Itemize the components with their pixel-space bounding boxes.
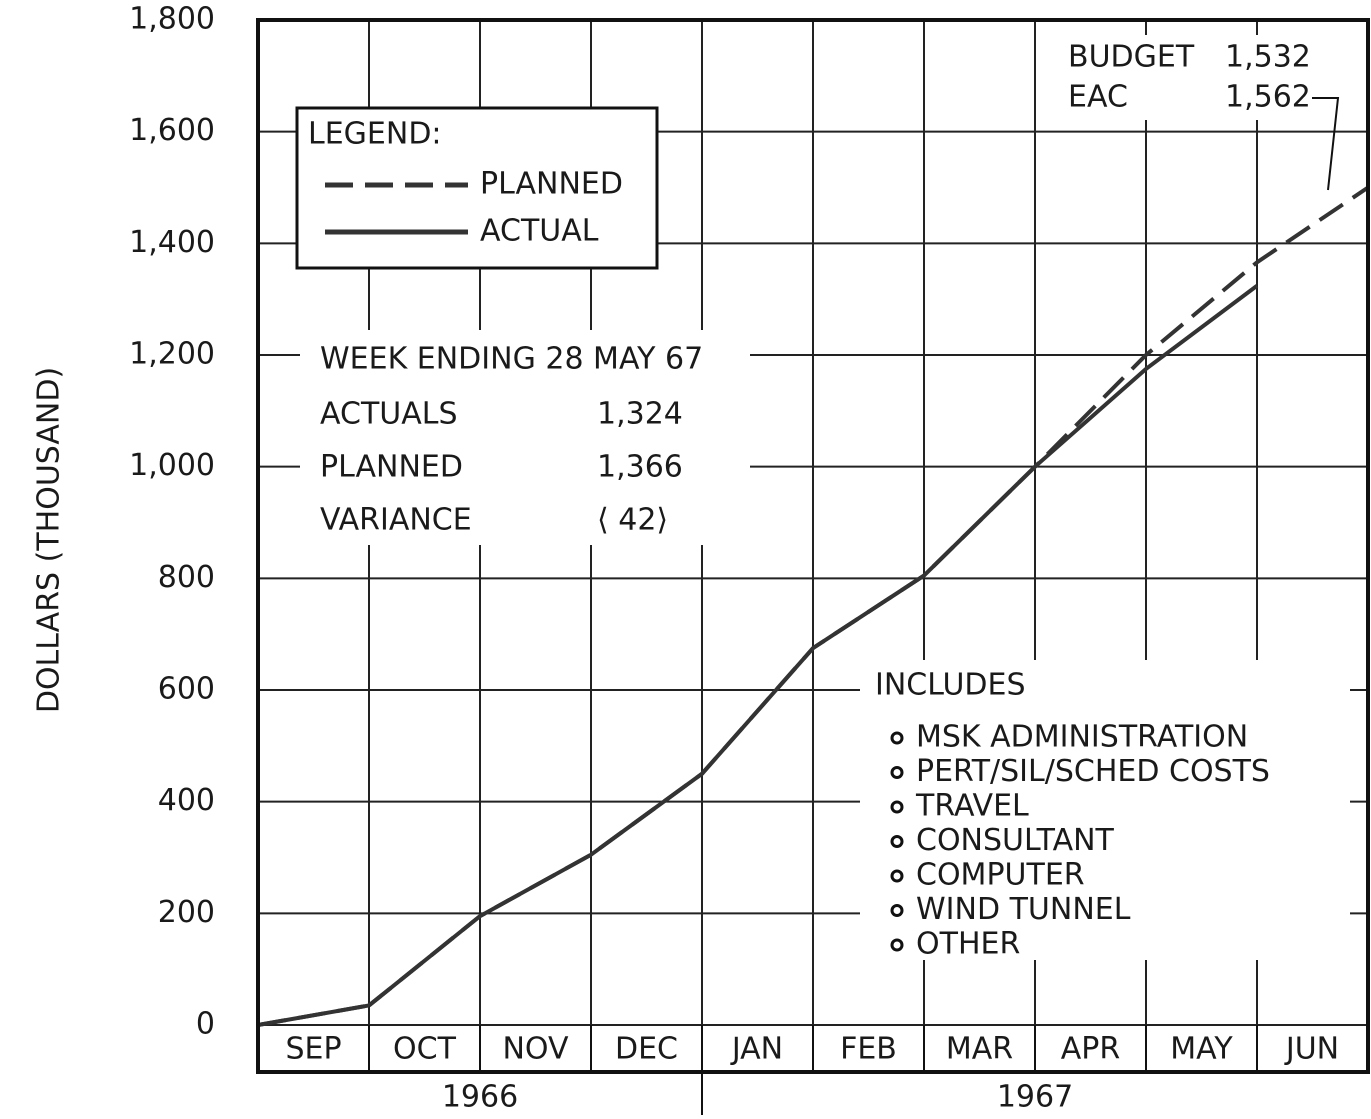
- x-tick-label: NOV: [502, 1032, 569, 1067]
- y-tick-label: 0: [196, 1007, 215, 1042]
- bullet: [890, 938, 904, 952]
- series-line: [367, 284, 1259, 1008]
- status-week: WEEK ENDING 28 MAY 67: [320, 342, 703, 377]
- bullet: [890, 904, 904, 917]
- bullet: [890, 869, 904, 883]
- year-label: 1966: [442, 1080, 518, 1115]
- budget-value: 1,532: [1225, 40, 1311, 75]
- includes-item: CONSULTANT: [916, 823, 1115, 858]
- status-label: PLANNED: [320, 450, 463, 485]
- year-label: 1967: [997, 1080, 1073, 1115]
- includes-title: INCLUDES: [875, 668, 1026, 703]
- budget-value: 1,562: [1225, 80, 1311, 115]
- x-tick-label: JAN: [730, 1032, 783, 1067]
- budget-label: EAC: [1068, 80, 1128, 115]
- status-label: ACTUALS: [320, 397, 458, 432]
- includes-item: COMPUTER: [916, 858, 1085, 893]
- bullet: [890, 835, 904, 848]
- y-tick-label: 1,800: [129, 2, 215, 37]
- status-value: 1,324: [597, 397, 683, 432]
- x-tick-label: APR: [1061, 1032, 1120, 1067]
- x-tick-label: MAR: [946, 1032, 1013, 1067]
- includes-item: TRAVEL: [915, 789, 1029, 824]
- budget-label: BUDGET: [1068, 40, 1195, 75]
- budget-arrow: [1312, 97, 1340, 191]
- status-value: 1,366: [597, 450, 683, 485]
- legend-label: PLANNED: [480, 167, 623, 202]
- series-lead-in: [257, 1003, 370, 1027]
- bullet: [890, 766, 904, 779]
- includes-item: WIND TUNNEL: [916, 892, 1131, 927]
- y-tick-label: 1,000: [129, 448, 215, 483]
- x-tick-label: DEC: [615, 1032, 678, 1067]
- bullet: [890, 731, 904, 745]
- x-tick-label: MAY: [1170, 1032, 1233, 1067]
- status-value: ⟨ 42⟩: [597, 503, 668, 538]
- y-tick-label: 800: [158, 560, 215, 595]
- y-tick-label: 200: [158, 895, 215, 930]
- annotation-background: [1060, 35, 1350, 120]
- annotation-background: [300, 330, 750, 545]
- x-tick-label: JUN: [1284, 1032, 1339, 1067]
- y-tick-label: 600: [158, 672, 215, 707]
- plot-frame: [256, 18, 1370, 1074]
- y-axis-label: DOLLARS (THOUSAND): [32, 367, 67, 713]
- annotation-background: [860, 660, 1350, 960]
- x-tick-label: SEP: [285, 1032, 341, 1067]
- bullet: [890, 800, 904, 814]
- legend-box: [295, 106, 659, 270]
- includes-item: MSK ADMINISTRATION: [916, 720, 1248, 755]
- legend-title: LEGEND:: [308, 117, 442, 152]
- y-tick-label: 1,600: [129, 113, 215, 148]
- y-tick-label: 1,400: [129, 225, 215, 260]
- y-tick-label: 400: [158, 783, 215, 818]
- legend-label: ACTUAL: [480, 214, 599, 249]
- y-tick-label: 1,200: [129, 337, 215, 372]
- includes-item: PERT/SIL/SCHED COSTS: [916, 754, 1270, 789]
- x-tick-label: OCT: [393, 1032, 457, 1067]
- status-label: VARIANCE: [320, 503, 472, 538]
- includes-item: OTHER: [916, 927, 1020, 962]
- x-tick-label: FEB: [840, 1032, 897, 1067]
